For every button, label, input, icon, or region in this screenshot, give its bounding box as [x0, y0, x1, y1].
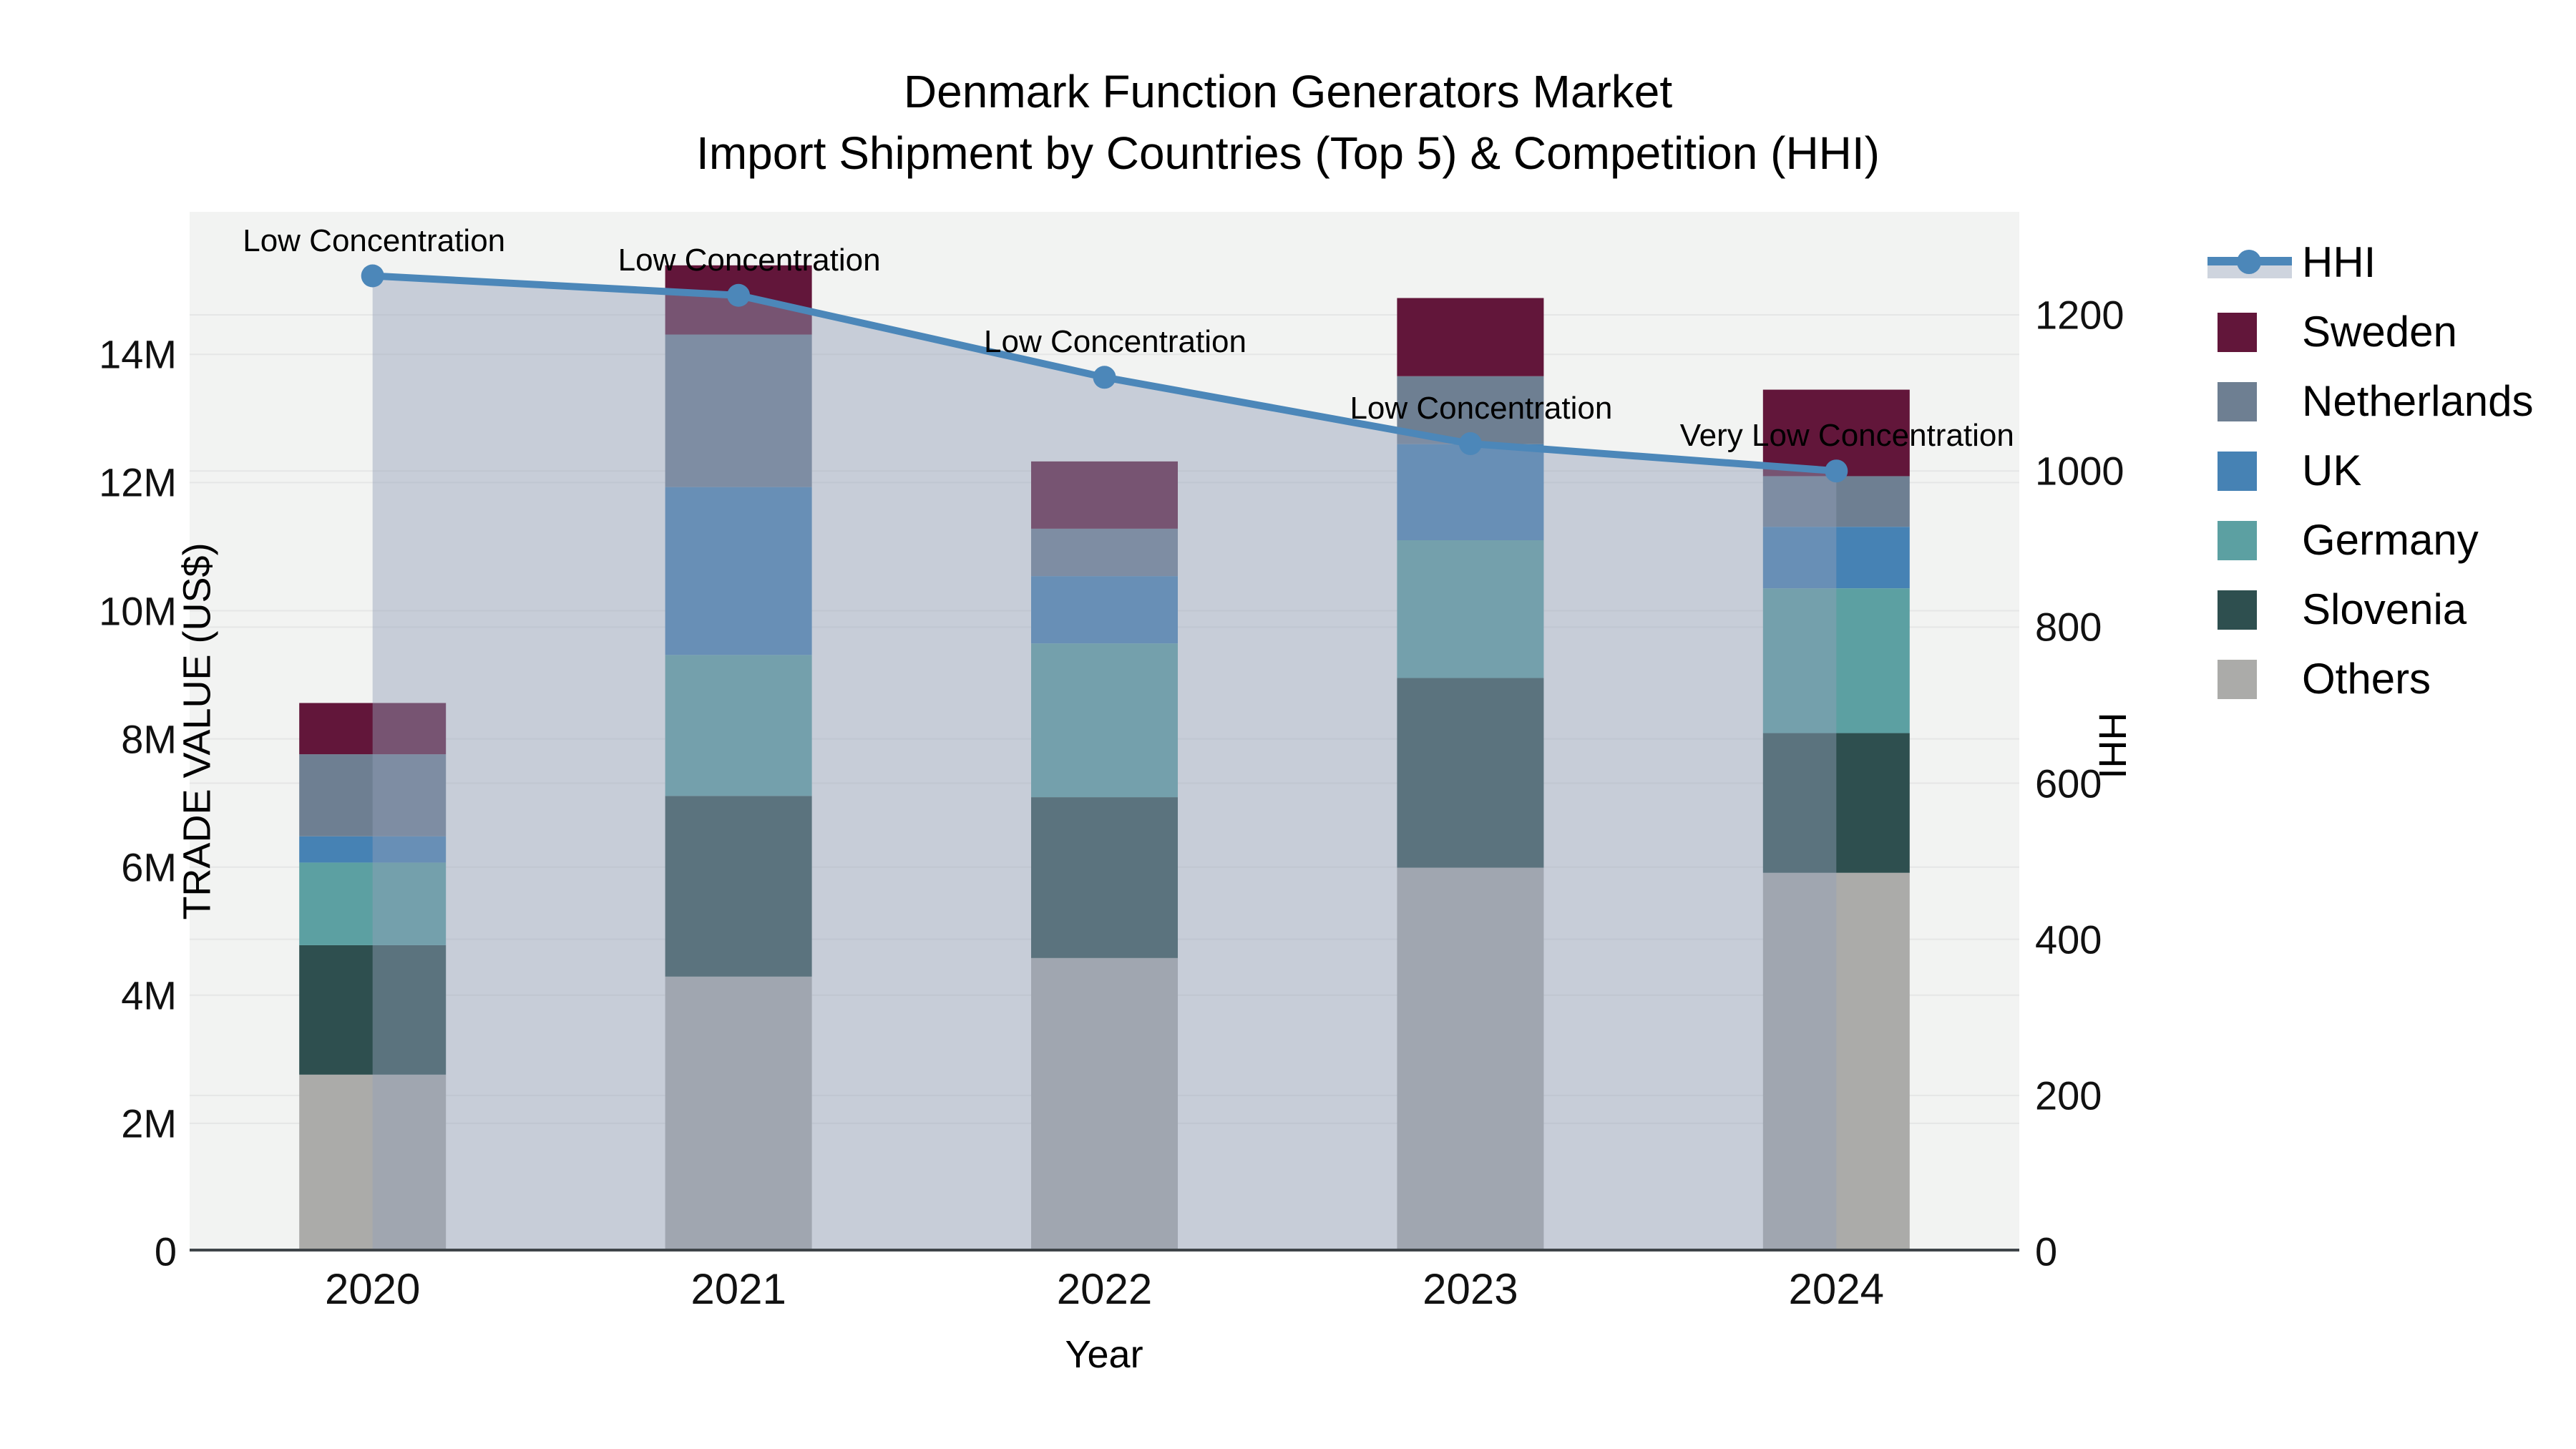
bar-segment-uk-2024[interactable]: [1762, 527, 1910, 589]
bar-segment-slovenia-2021[interactable]: [665, 796, 812, 977]
left-tick-10M: 10M: [99, 588, 177, 633]
legend-label: Slovenia: [2302, 585, 2467, 633]
bar-segment-sweden-2020[interactable]: [299, 703, 447, 755]
bar-segment-slovenia-2022[interactable]: [1031, 797, 1178, 958]
bar-segment-uk-2020[interactable]: [299, 836, 447, 863]
bar-segment-netherlands-2022[interactable]: [1031, 528, 1178, 577]
bar-segment-germany-2023[interactable]: [1397, 540, 1544, 678]
bar-segment-uk-2021[interactable]: [665, 487, 812, 655]
bar-segment-germany-2024[interactable]: [1762, 588, 1910, 733]
bar-segment-uk-2022[interactable]: [1031, 576, 1178, 644]
legend-label: HHI: [2302, 238, 2376, 286]
legend-label: Germany: [2302, 516, 2479, 564]
chart-title-line2: Import Shipment by Countries (Top 5) & C…: [696, 127, 1880, 179]
plot-area[interactable]: [190, 212, 2019, 1252]
germany-swatch-icon: [2207, 519, 2292, 562]
right-tick-600: 600: [2035, 761, 2102, 806]
annotation-2023: Low Concentration: [1350, 391, 1613, 426]
legend-label: Others: [2302, 655, 2431, 703]
left-tick-8M: 8M: [121, 716, 177, 762]
bar-segment-uk-2023[interactable]: [1397, 444, 1544, 540]
left-tick-2M: 2M: [121, 1101, 177, 1146]
right-tick-1000: 1000: [2035, 448, 2124, 494]
left-tick-14M: 14M: [99, 331, 177, 377]
legend-dot: [2237, 249, 2261, 274]
legend-color-swatch: [2218, 659, 2257, 699]
hhi-point-2023[interactable]: [1458, 432, 1482, 456]
legend-color-swatch: [2218, 451, 2257, 491]
x-axis-title: Year: [1065, 1333, 1143, 1376]
legend-color-swatch: [2218, 312, 2257, 352]
chart-canvas[interactable]: [190, 212, 2019, 1252]
bar-segment-others-2022[interactable]: [1031, 957, 1178, 1252]
x-tick-2023: 2023: [1423, 1265, 1518, 1313]
bar-segment-others-2024[interactable]: [1762, 872, 1910, 1252]
annotation-2024: Very Low Concentration: [1679, 418, 2014, 454]
legend-label: UK: [2302, 447, 2362, 494]
right-tick-1200: 1200: [2035, 292, 2124, 338]
bar-segment-others-2020[interactable]: [299, 1074, 447, 1252]
uk-swatch-icon: [2207, 449, 2292, 492]
bar-segment-others-2023[interactable]: [1397, 867, 1544, 1252]
chart-title-line1: Denmark Function Generators Market: [903, 66, 1673, 117]
bar-segment-others-2021[interactable]: [665, 976, 812, 1252]
hhi-point-2020[interactable]: [361, 264, 384, 288]
legend-label: Sweden: [2302, 308, 2457, 356]
bar-segment-sweden-2023[interactable]: [1397, 298, 1544, 376]
left-tick-6M: 6M: [121, 844, 177, 890]
sweden-swatch-icon: [2207, 311, 2292, 353]
right-tick-200: 200: [2035, 1073, 2102, 1118]
annotation-2022: Low Concentration: [984, 324, 1246, 360]
bar-segment-germany-2022[interactable]: [1031, 643, 1178, 798]
legend-item-germany[interactable]: Germany: [2207, 505, 2534, 575]
legend: HHI Sweden Netherlands UK Germany Slovenia Oth…: [2207, 228, 2534, 713]
legend-item-slovenia[interactable]: Slovenia: [2207, 575, 2534, 644]
x-tick-2021: 2021: [691, 1265, 786, 1313]
bar-segment-netherlands-2020[interactable]: [299, 754, 447, 836]
left-tick-0: 0: [154, 1229, 177, 1274]
legend-item-uk[interactable]: UK: [2207, 436, 2534, 505]
hhi-point-2024[interactable]: [1825, 459, 1848, 483]
left-axis-title: TRADE VALUE (US$): [175, 542, 219, 920]
legend-label: Netherlands: [2302, 377, 2534, 425]
legend-item-netherlands[interactable]: Netherlands: [2207, 366, 2534, 436]
bar-segment-netherlands-2024[interactable]: [1762, 476, 1910, 527]
bar-segment-slovenia-2020[interactable]: [299, 945, 447, 1075]
bar-segment-slovenia-2024[interactable]: [1762, 733, 1910, 873]
left-tick-4M: 4M: [121, 972, 177, 1018]
hhi-area-fill: [372, 275, 1837, 1252]
x-tick-2022: 2022: [1056, 1265, 1153, 1313]
annotation-2021: Low Concentration: [618, 242, 881, 278]
bar-segment-germany-2020[interactable]: [299, 862, 447, 945]
annotation-2020: Low Concentration: [243, 223, 506, 258]
legend-item-sweden[interactable]: Sweden: [2207, 297, 2534, 366]
slovenia-swatch-icon: [2207, 588, 2292, 631]
left-tick-12M: 12M: [99, 459, 177, 505]
hhi-point-2021[interactable]: [727, 283, 751, 307]
right-tick-400: 400: [2035, 917, 2102, 962]
bar-segment-sweden-2022[interactable]: [1031, 461, 1178, 529]
legend-color-swatch: [2218, 520, 2257, 560]
bar-segment-slovenia-2023[interactable]: [1397, 678, 1544, 868]
legend-item-hhi[interactable]: HHI: [2207, 228, 2534, 297]
legend-color-swatch: [2218, 381, 2257, 421]
legend-item-others[interactable]: Others: [2207, 644, 2534, 713]
netherlands-swatch-icon: [2207, 380, 2292, 423]
hhi-point-2022[interactable]: [1093, 366, 1116, 389]
x-tick-2020: 2020: [324, 1265, 421, 1313]
right-tick-0: 0: [2035, 1229, 2058, 1274]
x-tick-2024: 2024: [1788, 1265, 1885, 1313]
bar-segment-germany-2021[interactable]: [665, 655, 812, 796]
others-swatch-icon: [2207, 658, 2292, 701]
right-tick-800: 800: [2035, 604, 2102, 650]
hhi-line-icon: [2207, 241, 2292, 284]
legend-color-swatch: [2218, 590, 2257, 630]
bar-segment-netherlands-2021[interactable]: [665, 334, 812, 487]
